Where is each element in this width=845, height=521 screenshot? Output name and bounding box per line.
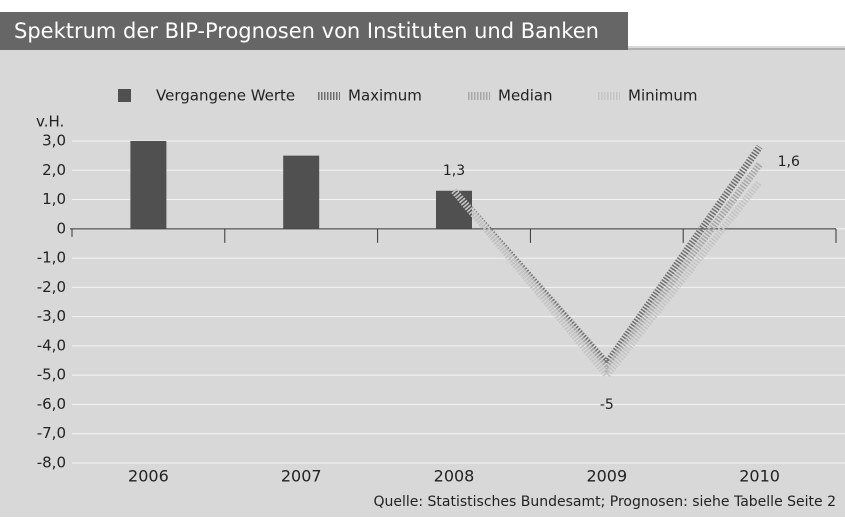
y-tick-label: -4,0 — [37, 336, 66, 354]
x-tick-label: 2010 — [739, 467, 780, 486]
source-note: Quelle: Statistisches Bundesamt; Prognos… — [373, 494, 836, 510]
chart: Spektrum der BIP-Prognosen von Institute… — [0, 0, 845, 517]
y-tick-label: 2,0 — [42, 161, 66, 179]
x-tick-label: 2007 — [281, 467, 322, 486]
x-tick-label: 2009 — [586, 467, 627, 486]
y-tick-label: -6,0 — [37, 395, 66, 413]
y-tick-label: -7,0 — [37, 424, 66, 442]
y-tick-label: -1,0 — [37, 249, 66, 267]
y-tick-label: -2,0 — [37, 278, 66, 296]
y-tick-label: 3,0 — [42, 132, 66, 150]
data-label: 1,3 — [443, 163, 465, 179]
legend-label: Median — [498, 87, 553, 105]
y-tick-label: -8,0 — [37, 454, 66, 472]
legend-label: Minimum — [628, 87, 698, 105]
x-tick-label: 2006 — [128, 467, 169, 486]
chart-title: Spektrum der BIP-Prognosen von Institute… — [14, 19, 599, 43]
data-label: -5 — [600, 397, 614, 413]
y-tick-label: 0 — [56, 219, 66, 237]
bar — [436, 191, 472, 229]
x-tick-label: 2008 — [434, 467, 475, 486]
legend-label: Vergangene Werte — [156, 87, 295, 105]
y-tick-label: 1,0 — [42, 190, 66, 208]
legend-label: Maximum — [348, 87, 422, 105]
y-axis-label: v.H. — [36, 113, 64, 131]
y-tick-label: -5,0 — [37, 366, 66, 384]
legend-swatch — [118, 89, 131, 102]
plot-background — [0, 46, 845, 517]
bar — [130, 141, 166, 229]
y-tick-label: -3,0 — [37, 307, 66, 325]
data-label: 1,6 — [778, 154, 800, 170]
bar — [283, 156, 319, 229]
